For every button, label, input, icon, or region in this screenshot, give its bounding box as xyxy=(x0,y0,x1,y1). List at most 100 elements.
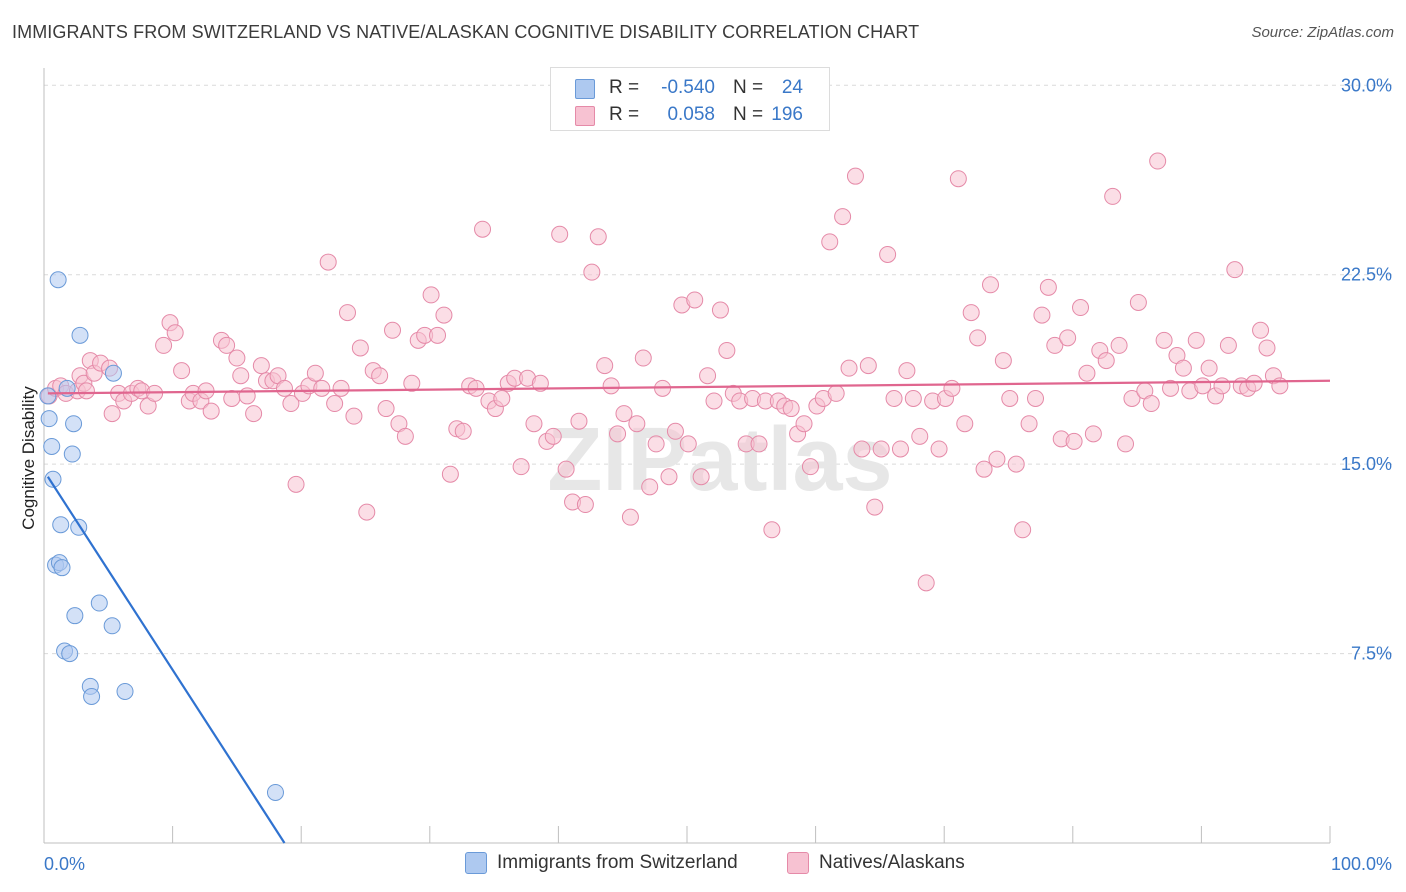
legend-label-switzerland: Immigrants from Switzerland xyxy=(497,852,738,873)
data-point xyxy=(609,425,627,443)
data-point xyxy=(525,415,543,433)
data-point xyxy=(441,465,459,483)
data-point xyxy=(1162,379,1180,397)
data-point xyxy=(66,607,84,625)
series-natives xyxy=(40,152,1289,592)
data-point xyxy=(660,468,678,486)
data-point xyxy=(71,326,89,344)
source-label: Source: ZipAtlas.com xyxy=(1251,24,1394,41)
legend-label-natives: Natives/Alaskans xyxy=(819,852,965,873)
legend-swatch-natives xyxy=(787,852,809,874)
data-point xyxy=(692,468,710,486)
data-point xyxy=(879,245,897,263)
data-point xyxy=(1200,359,1218,377)
data-point xyxy=(834,208,852,226)
watermark: ZIPatlas xyxy=(547,410,892,510)
data-point xyxy=(705,392,723,410)
legend-swatch-switzerland xyxy=(575,79,595,99)
data-point xyxy=(44,470,62,488)
data-point xyxy=(904,389,922,407)
r-value: -0.540 xyxy=(661,77,715,98)
data-point xyxy=(596,357,614,375)
data-point xyxy=(454,422,472,440)
data-point xyxy=(166,324,184,342)
data-point xyxy=(155,336,173,354)
data-point xyxy=(266,783,284,801)
data-point xyxy=(859,357,877,375)
x-tick-label: 0.0% xyxy=(44,854,85,874)
data-point xyxy=(377,400,395,418)
data-point xyxy=(319,253,337,271)
data-point xyxy=(666,422,684,440)
y-tick-label: 22.5% xyxy=(1341,265,1392,285)
data-point xyxy=(103,617,121,635)
data-point xyxy=(493,389,511,407)
data-point xyxy=(763,521,781,539)
data-point xyxy=(911,427,929,445)
data-point xyxy=(1219,336,1237,354)
data-point xyxy=(801,458,819,476)
data-point xyxy=(1123,389,1141,407)
data-point xyxy=(1072,299,1090,317)
data-point xyxy=(371,367,389,385)
data-point xyxy=(962,304,980,322)
data-point xyxy=(1014,521,1032,539)
data-point xyxy=(1110,336,1128,354)
n-value: 196 xyxy=(771,104,803,125)
data-point xyxy=(39,387,57,405)
data-point xyxy=(77,382,95,400)
data-point xyxy=(583,263,601,281)
data-point xyxy=(1084,425,1102,443)
data-point xyxy=(686,291,704,309)
data-point xyxy=(1027,389,1045,407)
chart-title: IMMIGRANTS FROM SWITZERLAND VS NATIVE/AL… xyxy=(12,22,920,42)
data-point xyxy=(1129,293,1147,311)
y-tick-label: 30.0% xyxy=(1341,75,1392,95)
n-label: N = xyxy=(733,77,764,98)
data-point xyxy=(104,364,122,382)
data-point xyxy=(1226,261,1244,279)
y-tick-label: 7.5% xyxy=(1351,644,1392,664)
data-point xyxy=(474,220,492,238)
data-point xyxy=(949,170,967,188)
data-point xyxy=(898,362,916,380)
trend-line-switzerland xyxy=(46,476,286,844)
data-point xyxy=(61,645,79,663)
data-point xyxy=(1258,339,1276,357)
data-point xyxy=(531,374,549,392)
data-point xyxy=(326,395,344,413)
data-point xyxy=(103,405,121,423)
data-point xyxy=(173,362,191,380)
data-point xyxy=(994,352,1012,370)
data-point xyxy=(275,379,293,397)
data-point xyxy=(1065,432,1083,450)
data-point xyxy=(332,379,350,397)
data-point xyxy=(345,407,363,425)
data-point xyxy=(628,415,646,433)
data-point xyxy=(228,349,246,367)
data-point xyxy=(1245,374,1263,392)
data-point xyxy=(223,389,241,407)
legend-stats: R = -0.540 N = 24 R = 0.058 N = 196 xyxy=(550,67,830,131)
data-point xyxy=(750,435,768,453)
data-point xyxy=(782,400,800,418)
data-point xyxy=(218,336,236,354)
data-point xyxy=(647,435,665,453)
data-point xyxy=(1252,321,1270,339)
data-point xyxy=(49,271,67,289)
data-point xyxy=(840,359,858,377)
data-point xyxy=(885,389,903,407)
y-axis-label: Cognitive Disability xyxy=(19,386,38,530)
data-point xyxy=(718,341,736,359)
data-point xyxy=(557,460,575,478)
data-point xyxy=(1194,377,1212,395)
data-point xyxy=(313,379,331,397)
data-point xyxy=(358,503,376,521)
x-tick-label: 100.0% xyxy=(1331,854,1392,874)
data-point xyxy=(287,475,305,493)
data-point xyxy=(930,440,948,458)
data-point xyxy=(338,304,356,322)
data-point xyxy=(943,379,961,397)
data-point xyxy=(422,286,440,304)
